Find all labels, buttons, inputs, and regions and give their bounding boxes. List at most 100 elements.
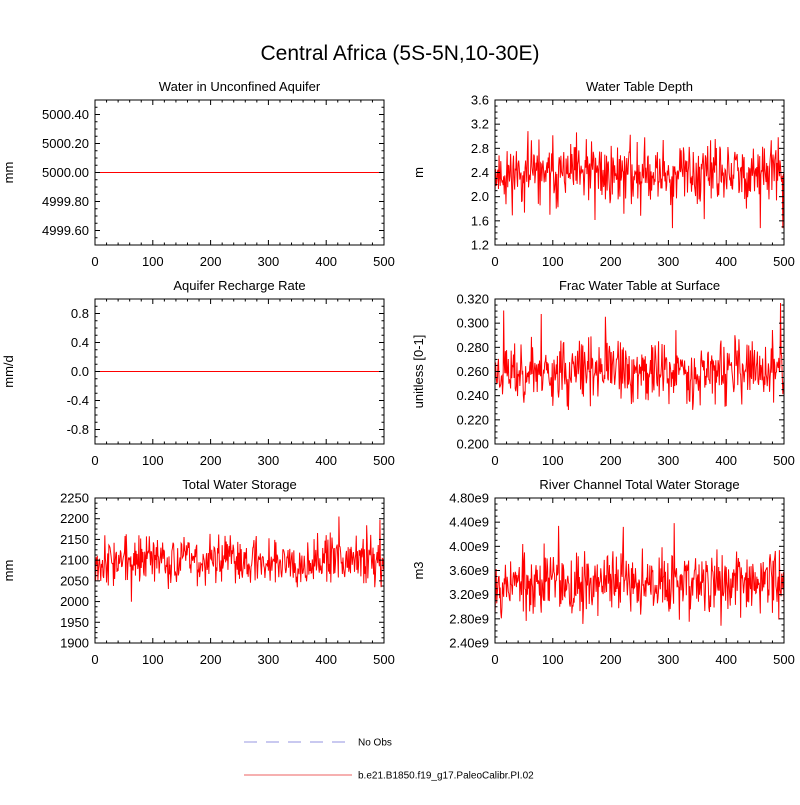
x-tick-label: 100 — [142, 453, 164, 468]
x-tick-label: 300 — [258, 254, 280, 269]
figure-title: Central Africa (5S-5N,10-30E) — [261, 42, 540, 65]
y-tick-label: 3.2 — [471, 117, 489, 132]
panels: Water in Unconfined Aquifer 0 100 200 300 400… — [1, 79, 795, 667]
series-line — [94, 516, 385, 602]
y-tick-label: -0.4 — [67, 393, 89, 408]
y-tick-label: 3.6 — [471, 93, 489, 108]
x-tick-label: 0 — [491, 652, 498, 667]
x-tick-label: 0 — [491, 453, 498, 468]
x-tick-label: 200 — [200, 652, 222, 667]
y-tick-label: 4999.80 — [42, 194, 89, 209]
x-tick-label: 500 — [773, 453, 795, 468]
y-tick-label: 0.300 — [456, 316, 489, 331]
x-tick-label: 100 — [542, 652, 564, 667]
y-tick-label: -0.8 — [67, 422, 89, 437]
panel-title: River Channel Total Water Storage — [539, 477, 739, 492]
x-tick-label: 200 — [600, 453, 622, 468]
legend-entry: b.e21.B1850.f19_g17.PaleoCalibr.PI.02 — [244, 771, 534, 782]
y-tick-label: 5000.00 — [42, 165, 89, 180]
panel-2: Water Table Depth 0 100 200 300 400 500 1.2 1.6 2… — [411, 79, 795, 269]
y-tick-label: 2250 — [60, 491, 89, 506]
panel-6: River Channel Total Water Storage 0 100 200… — [411, 477, 795, 667]
x-tick-label: 300 — [258, 652, 280, 667]
x-tick-label: 400 — [715, 453, 737, 468]
y-tick-label: 0.320 — [456, 292, 489, 307]
y-tick-label: 1.2 — [471, 238, 489, 253]
panel-title: Frac Water Table at Surface — [559, 278, 720, 293]
legend-label: No Obs — [358, 738, 392, 749]
panel-5: Total Water Storage 0 100 200 300 400 500 1900 1… — [1, 477, 395, 667]
y-tick-label: 3.20e9 — [449, 587, 489, 602]
x-tick-label: 400 — [715, 254, 737, 269]
x-tick-label: 0 — [91, 453, 98, 468]
x-tick-label: 300 — [258, 453, 280, 468]
x-tick-label: 400 — [315, 652, 337, 667]
y-tick-label: 4.00e9 — [449, 539, 489, 554]
x-tick-label: 500 — [773, 652, 795, 667]
series-line — [494, 131, 785, 229]
y-tick-label: 5000.20 — [42, 136, 89, 151]
y-tick-label: 4.40e9 — [449, 515, 489, 530]
x-tick-label: 0 — [91, 652, 98, 667]
y-tick-label: 1950 — [60, 615, 89, 630]
y-axis-label: m3 — [411, 561, 426, 579]
y-axis-label: mm/d — [1, 355, 16, 388]
x-tick-label: 200 — [600, 254, 622, 269]
y-tick-label: 0.220 — [456, 412, 489, 427]
panel-4: Frac Water Table at Surface 0 100 200 300 400… — [411, 278, 795, 468]
legend-entry: No Obs — [244, 738, 392, 749]
panel-title: Aquifer Recharge Rate — [173, 278, 305, 293]
y-tick-label: 2.40e9 — [449, 636, 489, 651]
y-axis-label: unitless [0-1] — [411, 335, 426, 409]
legend-label: b.e21.B1850.f19_g17.PaleoCalibr.PI.02 — [358, 771, 534, 782]
y-tick-label: 0.0 — [71, 364, 89, 379]
y-tick-label: 2000 — [60, 594, 89, 609]
series-line — [494, 303, 785, 410]
x-tick-label: 400 — [315, 453, 337, 468]
x-tick-label: 300 — [658, 453, 680, 468]
x-tick-label: 500 — [373, 254, 395, 269]
x-tick-label: 400 — [315, 254, 337, 269]
x-tick-label: 200 — [200, 453, 222, 468]
y-tick-label: 1.6 — [471, 213, 489, 228]
y-tick-label: 1900 — [60, 636, 89, 651]
y-tick-label: 2.80e9 — [449, 611, 489, 626]
x-tick-label: 200 — [600, 652, 622, 667]
y-tick-label: 2200 — [60, 511, 89, 526]
panel-title: Water in Unconfined Aquifer — [159, 79, 321, 94]
y-tick-label: 0.280 — [456, 340, 489, 355]
x-tick-label: 0 — [491, 254, 498, 269]
y-tick-label: 0.240 — [456, 388, 489, 403]
y-tick-label: 2.4 — [471, 165, 489, 180]
legend: No Obs b.e21.B1850.f19_g17.PaleoCalibr.PI… — [244, 738, 534, 782]
y-tick-label: 0.4 — [71, 335, 89, 350]
y-tick-label: 2.0 — [471, 189, 489, 204]
y-axis-label: mm — [1, 162, 16, 184]
panel-title: Water Table Depth — [586, 79, 693, 94]
y-tick-label: 3.60e9 — [449, 563, 489, 578]
series-line — [494, 523, 785, 626]
y-tick-label: 0.8 — [71, 306, 89, 321]
x-tick-label: 500 — [373, 453, 395, 468]
y-tick-label: 0.200 — [456, 437, 489, 452]
panel-1: Water in Unconfined Aquifer 0 100 200 300 400… — [1, 79, 395, 269]
x-tick-label: 100 — [142, 652, 164, 667]
x-tick-label: 100 — [542, 453, 564, 468]
y-tick-label: 2150 — [60, 532, 89, 547]
y-tick-label: 2.8 — [471, 141, 489, 156]
panel-title: Total Water Storage — [182, 477, 296, 492]
x-tick-label: 500 — [773, 254, 795, 269]
plot-frame — [494, 497, 785, 644]
x-tick-label: 200 — [200, 254, 222, 269]
y-axis-label: mm — [1, 560, 16, 582]
x-tick-label: 300 — [658, 254, 680, 269]
y-tick-label: 5000.40 — [42, 107, 89, 122]
x-tick-label: 400 — [715, 652, 737, 667]
y-tick-label: 4.80e9 — [449, 491, 489, 506]
y-tick-label: 4999.60 — [42, 223, 89, 238]
y-tick-label: 0.260 — [456, 364, 489, 379]
y-tick-label: 2050 — [60, 573, 89, 588]
x-tick-label: 0 — [91, 254, 98, 269]
